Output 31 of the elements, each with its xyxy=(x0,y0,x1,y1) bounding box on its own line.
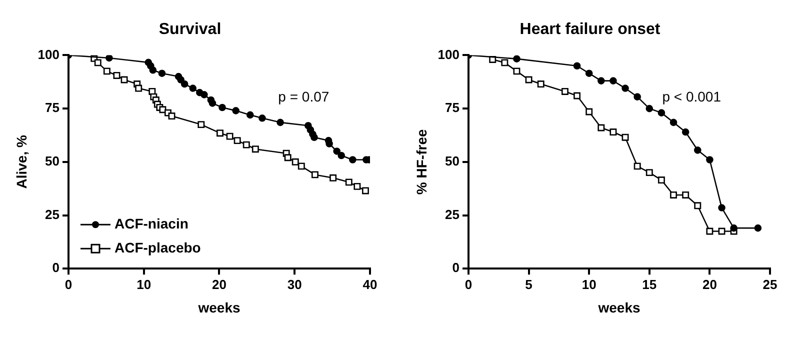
x-tick-label: 10 xyxy=(582,276,596,292)
chart-title: Heart failure onset xyxy=(520,21,661,38)
annotation: p = 0.07 xyxy=(278,88,330,105)
y-tick-label: 75 xyxy=(445,100,460,116)
y-tick-label: 25 xyxy=(45,206,60,222)
legend-label: ACF-niacin xyxy=(114,215,188,232)
x-tick-label: 20 xyxy=(702,276,717,292)
x-axis-title: weeks xyxy=(597,299,640,316)
y-tick-label: 50 xyxy=(45,153,60,168)
y-axis-title: Alive, % xyxy=(13,134,30,189)
y-tick-label: 75 xyxy=(45,100,60,116)
chart-title: Survival xyxy=(158,21,222,38)
x-tick-label: 0 xyxy=(464,276,472,292)
y-tick-label: 100 xyxy=(38,46,60,62)
annotation: p < 0.001 xyxy=(662,88,722,105)
y-tick-label: 50 xyxy=(445,153,460,168)
y-tick-label: 0 xyxy=(52,260,60,276)
x-tick-label: 15 xyxy=(642,276,657,292)
x-tick-label: 0 xyxy=(64,276,72,292)
x-tick-label: 30 xyxy=(287,276,302,292)
x-tick-label: 40 xyxy=(362,276,378,292)
y-axis-title: % HF-free xyxy=(413,129,430,195)
y-tick-label: 0 xyxy=(452,260,460,276)
x-tick-label: 5 xyxy=(525,276,532,292)
y-tick-label: 100 xyxy=(438,46,460,62)
x-axis-title: weeks xyxy=(197,299,240,316)
x-tick-label: 20 xyxy=(212,276,226,292)
x-tick-label: 25 xyxy=(762,276,778,292)
x-tick-label: 10 xyxy=(136,276,152,292)
legend-label: ACF-placebo xyxy=(114,239,201,256)
y-tick-label: 25 xyxy=(445,206,460,222)
